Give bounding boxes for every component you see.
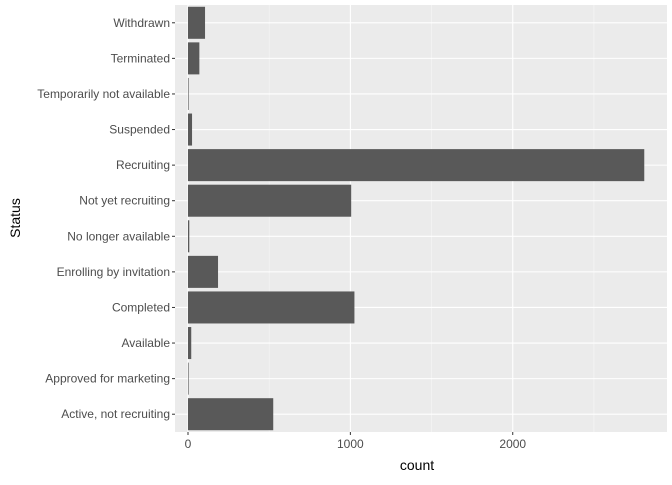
y-tick-label: Completed [112,300,170,314]
x-tick-label: 2000 [499,437,526,451]
bar [187,113,193,146]
bars [187,6,645,431]
x-tick-label: 0 [185,437,192,451]
plot-panel [175,5,667,432]
y-tick-label: Enrolling by invitation [57,265,170,279]
y-tick-label: Active, not recruiting [61,407,170,421]
bar [187,398,274,431]
bar [187,291,355,324]
y-axis-title: Status [7,198,23,238]
y-tick-label: Recruiting [116,158,170,172]
x-tick-label: 1000 [337,437,364,451]
y-tick-label: Terminated [111,51,170,65]
bar [187,255,219,288]
y-tick-label: Approved for marketing [45,372,170,386]
y-tick-label: No longer available [67,229,170,243]
x-axis-ticks: 0 1000 2000 [185,432,526,451]
bar [187,362,189,395]
bar [187,220,190,253]
bar [187,42,200,75]
bar [187,77,189,110]
y-tick-label: Temporarily not available [37,87,170,101]
x-axis-title: count [400,457,434,473]
y-tick-label: Not yet recruiting [79,194,170,208]
bar [187,184,352,217]
y-axis-ticks: Active, not recruiting Approved for marke… [37,16,175,421]
y-tick-label: Withdrawn [113,16,170,30]
y-tick-label: Suspended [109,123,170,137]
bar [187,327,192,360]
y-tick-label: Available [122,336,171,350]
bar [187,6,206,39]
bar [187,149,645,182]
